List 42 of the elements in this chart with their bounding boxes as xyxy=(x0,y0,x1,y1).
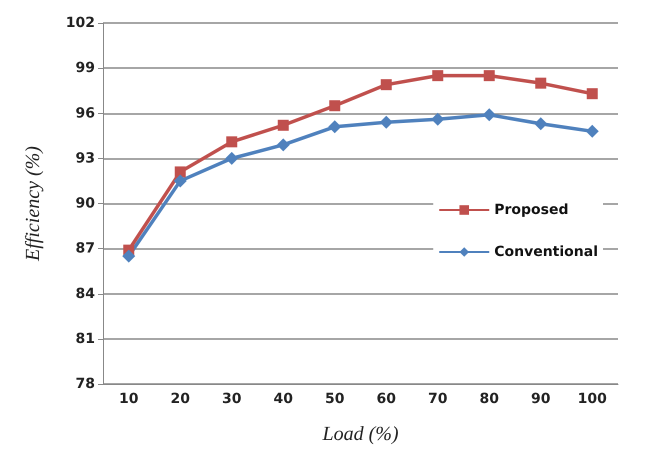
point xyxy=(484,70,495,82)
legend-label: Proposed xyxy=(494,202,569,218)
y-tick-label: 93 xyxy=(76,150,95,166)
y-tick-label: 81 xyxy=(76,330,95,347)
y-tick-label: 90 xyxy=(76,196,96,212)
point xyxy=(329,100,340,112)
point xyxy=(174,166,186,178)
point xyxy=(586,124,599,138)
x-tick-label: 100 xyxy=(578,391,608,407)
point xyxy=(380,116,393,129)
point xyxy=(174,174,187,188)
x-tick-label: 80 xyxy=(480,391,500,407)
point xyxy=(535,78,546,89)
point xyxy=(226,136,238,148)
x-tick-label: 60 xyxy=(376,391,396,407)
point xyxy=(276,138,290,152)
point xyxy=(328,120,342,134)
y-tick-label: 96 xyxy=(76,105,95,122)
x-tick-label: 30 xyxy=(222,391,242,407)
legend-label: Conventional xyxy=(494,244,598,260)
x-tick-label: 20 xyxy=(170,391,190,407)
y-tick-label: 78 xyxy=(76,376,95,392)
point xyxy=(534,117,548,130)
x-tick-label: 90 xyxy=(531,391,551,407)
y-tick-label: 102 xyxy=(66,15,95,31)
y-tick-label: 84 xyxy=(76,286,96,302)
point xyxy=(122,250,136,263)
point xyxy=(225,152,238,165)
x-tick-label: 70 xyxy=(428,391,448,407)
point xyxy=(482,108,496,122)
point xyxy=(278,120,289,131)
y-tick-label: 99 xyxy=(76,60,95,76)
x-axis-title: Load (%) xyxy=(321,423,399,445)
x-tick-label: 40 xyxy=(274,391,294,407)
point xyxy=(380,79,392,90)
point xyxy=(431,112,444,126)
point xyxy=(432,70,444,82)
point xyxy=(586,88,598,100)
y-axis-title: Efficiency (%) xyxy=(22,146,44,262)
x-tick-label: 10 xyxy=(119,391,139,407)
y-tick-label: 87 xyxy=(76,240,95,257)
x-tick-label: 50 xyxy=(325,391,345,407)
